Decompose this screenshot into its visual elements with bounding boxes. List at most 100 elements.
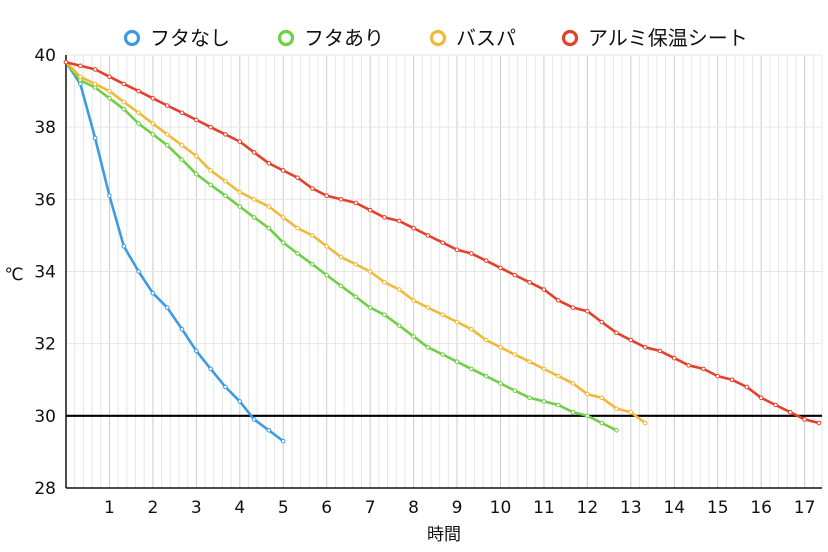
y-tick-label: 38 [34, 118, 56, 138]
series-1 [63, 59, 286, 444]
data-point [570, 381, 576, 386]
data-point [208, 124, 213, 130]
data-point [483, 258, 489, 263]
x-tick-label: 4 [234, 498, 245, 518]
data-point [164, 132, 170, 137]
data-point [107, 88, 112, 94]
data-point [251, 417, 257, 422]
data-point [237, 139, 243, 144]
x-tick-label: 9 [452, 498, 463, 518]
data-point [541, 399, 547, 404]
data-point [136, 88, 141, 94]
data-point [310, 186, 315, 191]
data-point [498, 265, 503, 271]
data-point [599, 420, 605, 426]
y-axis-title: ℃ [4, 265, 23, 285]
data-point [295, 175, 300, 180]
data-point [758, 395, 764, 401]
data-point [223, 193, 228, 199]
x-tick-label: 11 [533, 498, 555, 518]
data-point [150, 132, 156, 137]
data-point [223, 132, 228, 137]
data-point [121, 106, 127, 112]
data-point [454, 359, 460, 365]
data-point [555, 402, 561, 408]
data-point [411, 298, 416, 303]
data-point [353, 261, 359, 267]
x-tick-label: 10 [490, 498, 512, 518]
x-tick-label: 6 [321, 498, 332, 518]
data-point [324, 272, 329, 278]
legend-label: フタあり [304, 26, 384, 50]
data-point [310, 233, 315, 238]
data-point [92, 85, 98, 90]
data-point [527, 359, 532, 365]
data-point [78, 74, 83, 79]
data-point [136, 121, 141, 126]
data-point [78, 81, 83, 87]
data-point [324, 243, 329, 249]
series-group [63, 59, 822, 444]
x-tick-label: 13 [620, 498, 642, 518]
data-point [78, 63, 83, 69]
data-point [425, 305, 431, 310]
data-point [396, 323, 402, 328]
data-point [121, 81, 127, 87]
data-point [671, 355, 677, 361]
series-4 [63, 59, 822, 426]
data-point [179, 326, 185, 332]
data-point [657, 348, 663, 354]
data-point [310, 261, 315, 267]
data-point [599, 319, 605, 325]
axis-labels: ℃ 時間 [4, 265, 461, 545]
data-point [295, 251, 300, 256]
x-tick-label: 8 [408, 498, 419, 518]
x-tick-label: 3 [191, 498, 202, 518]
data-point [440, 352, 445, 357]
x-tick-label: 17 [794, 498, 816, 518]
data-point [512, 388, 518, 393]
data-point [92, 135, 98, 141]
legend-marker-icon [277, 29, 295, 47]
data-point [367, 305, 373, 310]
data-point [527, 395, 532, 401]
data-point [469, 251, 474, 256]
y-tick-label: 30 [34, 407, 56, 427]
data-point [585, 413, 590, 419]
data-point [614, 330, 619, 336]
data-point [179, 142, 185, 148]
data-point [237, 204, 243, 209]
data-point [63, 59, 69, 65]
data-point [483, 337, 489, 343]
series-3 [63, 59, 648, 426]
x-tick-label: 12 [577, 498, 599, 518]
data-point [280, 240, 286, 245]
data-point [512, 352, 518, 357]
data-point [194, 171, 199, 177]
data-point [382, 312, 387, 318]
data-point [136, 269, 141, 274]
series-2 [63, 59, 619, 433]
data-point [483, 373, 489, 379]
grid [66, 54, 823, 489]
data-point [701, 366, 706, 372]
data-point [585, 391, 590, 397]
data-point [411, 225, 416, 231]
data-point [686, 363, 691, 368]
legend-marker-icon [123, 29, 141, 47]
y-tick-label: 40 [34, 46, 56, 66]
data-point [208, 168, 213, 173]
data-point [396, 287, 402, 292]
legend-label: アルミ保温シート [588, 26, 748, 50]
data-point [744, 384, 750, 390]
data-point [266, 427, 272, 433]
legend-label: バスパ [456, 26, 516, 50]
data-point [628, 409, 634, 415]
data-point [324, 193, 329, 199]
data-point [280, 168, 286, 173]
data-point [266, 204, 272, 209]
data-point [121, 99, 127, 105]
data-point [251, 197, 257, 202]
legend: フタなし フタあり バスパ アルミ保温シート [123, 26, 748, 50]
